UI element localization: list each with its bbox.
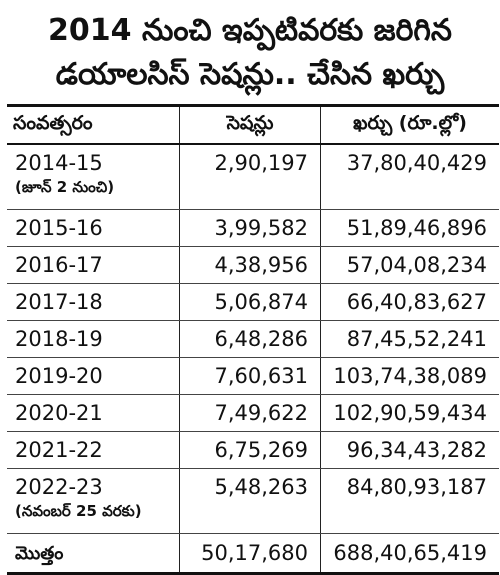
table-row: 2015-16 3,99,582 51,89,46,896 (7, 209, 499, 247)
sessions-cell: 6,75,269 (214, 438, 308, 462)
sessions-cell: 5,48,263 (214, 475, 308, 499)
table-row: 2016-17 4,38,956 57,04,08,234 (7, 246, 499, 284)
title-line-1: 2014 నుంచి ఇప్పటివరకు జరిగిన (48, 13, 452, 48)
year-cell: 2018-19 (15, 327, 103, 351)
cost-cell: 87,45,52,241 (346, 327, 487, 351)
year-note: (జూన్ 2 నుంచి) (15, 178, 115, 196)
table-row: 2019-20 7,60,631 103,74,38,089 (7, 357, 499, 395)
sessions-cell: 7,60,631 (214, 364, 308, 388)
sessions-cell: 3,99,582 (214, 216, 308, 240)
cost-cell: 37,80,40,429 (346, 151, 487, 175)
sessions-cell: 2,90,197 (214, 151, 308, 175)
total-sessions: 50,17,680 (201, 541, 308, 565)
total-cost: 688,40,65,419 (333, 541, 487, 565)
year-cell: 2021-22 (15, 438, 103, 462)
year-cell: 2016-17 (15, 253, 103, 277)
table-row: 2022-23 (నవంబర్ 25 వరకు) 5,48,263 84,80,… (7, 468, 499, 534)
sessions-cell: 5,06,874 (214, 290, 308, 314)
total-row: మొత్తం 50,17,680 688,40,65,419 (7, 533, 499, 575)
header-cost: ఖర్చు (రూ.ల్లో) (320, 104, 499, 145)
cost-cell: 66,40,83,627 (346, 290, 487, 314)
header-year: సంవత్సరం (7, 104, 180, 145)
year-cell: 2019-20 (15, 364, 103, 388)
header-sessions: సెషన్లు (179, 104, 321, 145)
year-cell: 2017-18 (15, 290, 103, 314)
cost-cell: 102,90,59,434 (333, 401, 487, 425)
sessions-cell: 6,48,286 (214, 327, 308, 351)
cost-cell: 57,04,08,234 (346, 253, 487, 277)
year-cell: 2020-21 (15, 401, 103, 425)
year-cell: 2014-15 (15, 151, 103, 175)
year-cell: 2015-16 (15, 216, 103, 240)
header-row: సంవత్సరం సెషన్లు ఖర్చు (రూ.ల్లో) (7, 104, 499, 145)
sessions-cell: 7,49,622 (214, 401, 308, 425)
year-cell: 2022-23 (15, 475, 103, 499)
table-row: 2014-15 (జూన్ 2 నుంచి) 2,90,197 37,80,40… (7, 144, 499, 210)
table-row: 2020-21 7,49,622 102,90,59,434 (7, 394, 499, 432)
cost-cell: 84,80,93,187 (346, 475, 487, 499)
infographic: 2014 నుంచి ఇప్పటివరకు జరిగిన డయాలసిస్ సె… (7, 13, 499, 575)
cost-cell: 51,89,46,896 (346, 216, 487, 240)
dialysis-table: సంవత్సరం సెషన్లు ఖర్చు (రూ.ల్లో) 2014-15… (7, 104, 499, 575)
cost-cell: 103,74,38,089 (333, 364, 487, 388)
sessions-cell: 4,38,956 (214, 253, 308, 277)
table-row: 2017-18 5,06,874 66,40,83,627 (7, 283, 499, 321)
cost-cell: 96,34,43,282 (346, 438, 487, 462)
title-line-2: డయాలసిస్ సెషన్లు.. చేసిన ఖర్చు (55, 57, 445, 92)
table-row: 2021-22 6,75,269 96,34,43,282 (7, 431, 499, 469)
total-label: మొత్తం (15, 543, 64, 564)
year-note: (నవంబర్ 25 వరకు) (15, 502, 142, 520)
table-row: 2018-19 6,48,286 87,45,52,241 (7, 320, 499, 358)
